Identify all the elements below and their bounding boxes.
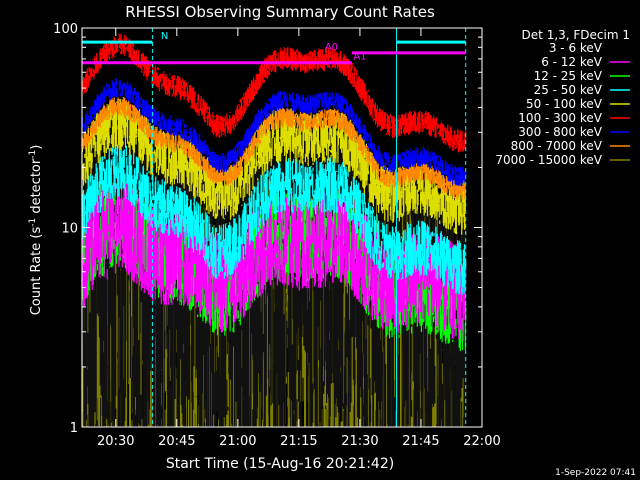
flag-label-A1: A1 <box>353 52 366 63</box>
x-tick-label: 20:45 <box>158 434 195 449</box>
flag-label-A0: A0 <box>325 42 338 53</box>
x-tick-label: 21:30 <box>341 434 378 449</box>
y-tick-label: 100 <box>53 22 78 37</box>
x-tick-label: 21:15 <box>280 434 317 449</box>
legend-entry: 6 - 12 keV <box>541 55 603 69</box>
x-tick-label: 22:00 <box>463 434 500 449</box>
legend-entry: 300 - 800 keV <box>518 125 602 139</box>
chart-title: RHESSI Observing Summary Count Rates <box>125 3 435 21</box>
legend-entry: 50 - 100 keV <box>526 97 603 111</box>
x-axis-label: Start Time (15-Aug-16 20:21:42) <box>166 456 394 472</box>
flag-label-N: N <box>161 31 168 42</box>
legend-entry: 7000 - 15000 keV <box>495 153 602 167</box>
legend-entry: 100 - 300 keV <box>518 111 602 125</box>
legend-entry: 12 - 25 keV <box>534 69 603 83</box>
y-tick-label: 10 <box>61 222 78 237</box>
timestamp: 1-Sep-2022 07:41 <box>555 468 636 478</box>
legend-title: Det 1,3, FDecim 1 <box>522 28 630 42</box>
x-tick-label: 21:00 <box>219 434 256 449</box>
y-tick-label: 1 <box>70 421 78 436</box>
legend-entry: 25 - 50 keV <box>534 83 603 97</box>
axis-ticks: 20:30 20:45 21:00 21:15 21:30 21:45 22:00 1 10 10… <box>53 22 501 449</box>
attenuator-flags: N A0 A1 <box>82 28 467 427</box>
y-axis-label: Count Rate (s-1 detector-1) <box>28 145 44 316</box>
legend-entry: 3 - 6 keV <box>549 41 603 55</box>
x-tick-label: 21:45 <box>402 434 439 449</box>
legend-entry: 800 - 7000 keV <box>511 139 603 153</box>
x-tick-label: 20:30 <box>97 434 134 449</box>
